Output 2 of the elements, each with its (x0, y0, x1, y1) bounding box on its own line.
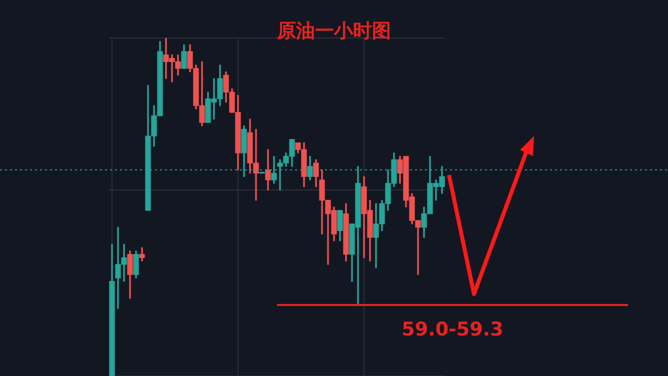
chart-title: 原油一小时图 (276, 19, 392, 44)
annotation: 59.0-59.3 (402, 318, 504, 340)
